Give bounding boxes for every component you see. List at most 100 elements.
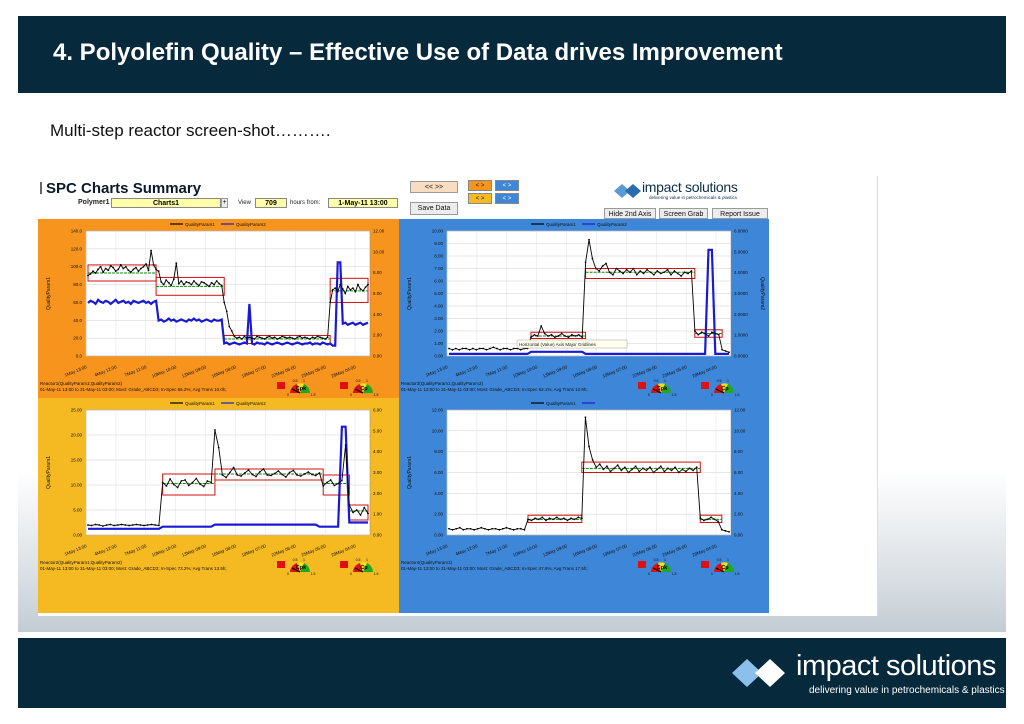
x-tick-label: 4May 12:00 — [455, 543, 479, 557]
data-point — [485, 348, 488, 351]
data-point — [656, 270, 659, 272]
data-point — [564, 335, 566, 337]
x-tick-label: 10May 10:00 — [512, 364, 538, 379]
cpk-gauge-yellow-zone — [658, 562, 665, 572]
cp-gauge-scale-0: 0 — [350, 393, 352, 397]
data-point — [667, 467, 669, 470]
cp-gauge-scale-2: 1 — [727, 379, 729, 383]
data-point — [246, 337, 248, 340]
orange-nav-button-1[interactable]: < > — [468, 180, 492, 191]
data-point — [472, 347, 474, 350]
data-point — [132, 268, 135, 271]
data-point — [519, 527, 522, 530]
save-data-button[interactable]: Save Data — [410, 202, 458, 215]
y-tick-label: 20.00 — [71, 433, 83, 438]
cpk-gauge-label: Cpk — [657, 565, 668, 571]
orange-nav-button-2[interactable]: < > — [468, 193, 492, 204]
x-tick-label: 7May 11:00 — [485, 543, 509, 557]
blue-nav-button-2[interactable]: < > — [495, 193, 519, 204]
data-point — [646, 268, 648, 271]
report-issue-button[interactable]: Report Issue — [712, 208, 768, 219]
chart-select-dropdown[interactable]: + — [221, 198, 228, 208]
spec-limit-box — [694, 329, 723, 338]
data-point — [220, 284, 223, 287]
cpk-gauge-scale-3: 1.5 — [311, 572, 316, 576]
data-point — [489, 347, 491, 350]
cp-gauge-yellow-zone — [360, 562, 367, 572]
data-point — [580, 517, 583, 520]
spec-limit-box — [530, 331, 587, 339]
data-point — [184, 479, 186, 481]
blue-nav-button-1[interactable]: < > — [495, 180, 519, 191]
data-point — [102, 271, 105, 273]
data-point — [109, 523, 112, 526]
screen-grab-button[interactable]: Screen Grab — [659, 208, 708, 219]
data-point — [547, 335, 549, 337]
data-point — [283, 336, 286, 339]
data-point — [256, 335, 258, 338]
data-point — [112, 266, 115, 269]
y2-tick-label: 2.0000 — [734, 312, 748, 317]
data-point — [635, 273, 638, 276]
data-point — [268, 335, 271, 338]
data-point — [143, 524, 145, 527]
data-point — [187, 484, 190, 487]
data-point — [324, 338, 327, 340]
data-point — [124, 524, 127, 526]
cp-gauge-needle — [715, 388, 725, 394]
legend-label-series2: QualityParam2 — [236, 222, 266, 227]
y-tick-label: 6.00 — [434, 470, 443, 475]
data-point — [674, 466, 677, 469]
x-tick-label: 16May 08:00 — [211, 543, 237, 558]
panel-footer-summary: 01-May-11 13:00 to 31-May-11 03:00; Most… — [40, 566, 227, 571]
nav-button[interactable]: << >> — [410, 181, 458, 193]
y-tick-label: 0.00 — [434, 533, 443, 538]
data-point — [116, 524, 119, 526]
cpk-gauge-scale-0: 0 — [287, 393, 289, 397]
x-tick-label: 22May 06:00 — [632, 364, 658, 379]
data-point — [316, 335, 319, 338]
x-tick-label: 1May 13:00 — [64, 543, 88, 557]
data-point — [605, 262, 607, 265]
data-point — [301, 337, 304, 340]
x-tick-label: 4May 12:00 — [455, 364, 479, 378]
data-point — [352, 511, 354, 514]
data-point — [454, 347, 457, 350]
data-point — [690, 270, 693, 272]
cpk-gauge: Cpk 0 0.5 1 1.5 — [277, 379, 315, 397]
app-logo: impact solutions delivering value in pet… — [612, 179, 752, 205]
data-point — [483, 527, 486, 530]
y2-tick-label: 5.00 — [373, 428, 382, 433]
cp-gauge-scale-0: 0 — [711, 393, 713, 397]
data-point — [451, 348, 454, 351]
data-point — [117, 268, 120, 271]
data-point — [706, 518, 709, 521]
data-point — [314, 474, 317, 477]
cpk-gauge-needle — [652, 388, 662, 394]
data-point — [165, 279, 168, 282]
date-input[interactable]: 1-May-11 13:00 — [328, 198, 398, 208]
cpk-gauge-scale-1: 0.5 — [654, 379, 659, 383]
view-input[interactable]: 709 — [255, 198, 287, 208]
data-point — [225, 310, 228, 313]
data-point — [499, 348, 502, 351]
data-point — [266, 474, 269, 476]
slide-subtitle: Multi-step reactor screen-shot………. — [50, 121, 331, 140]
data-point — [670, 469, 673, 472]
data-point — [240, 475, 242, 477]
hide-2nd-axis-button[interactable]: Hide 2nd Axis — [604, 208, 656, 219]
data-point — [251, 337, 253, 340]
data-point — [102, 525, 104, 527]
data-point — [119, 264, 122, 266]
y-tick-label: 6.00 — [434, 279, 443, 284]
y-tick-label: 5.00 — [73, 508, 82, 513]
data-point — [326, 336, 329, 339]
cpk-gauge-red-zone — [290, 384, 300, 393]
data-point — [176, 486, 179, 489]
data-point — [311, 473, 313, 476]
data-point — [191, 481, 194, 484]
data-point — [281, 335, 284, 338]
x-tick-label: 28May 04:00 — [691, 543, 717, 558]
chart-select[interactable]: Charts1 — [111, 198, 221, 208]
legend-label-series1: QualityParam1 — [546, 401, 576, 406]
